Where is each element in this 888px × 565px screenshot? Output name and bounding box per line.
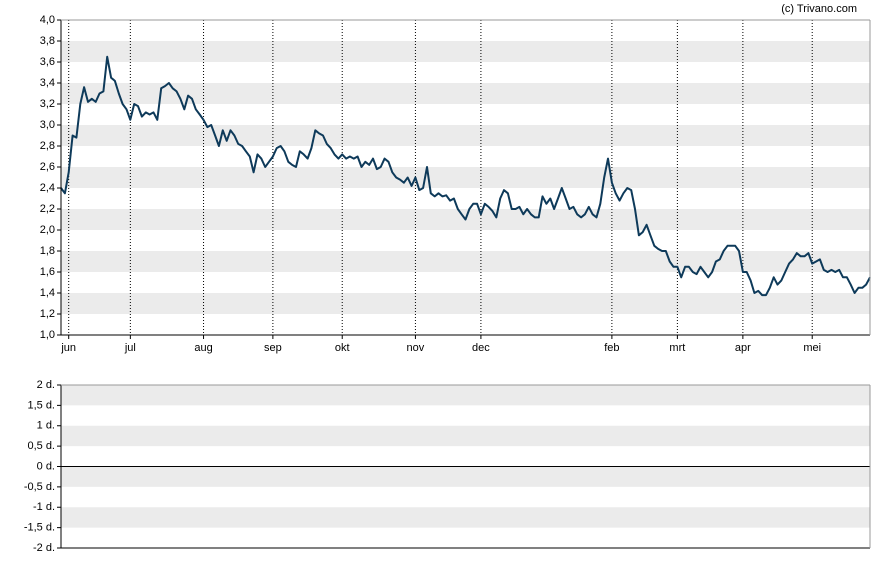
y-tick-label: -2 d. — [33, 542, 55, 554]
y-tick-label: 2,0 — [40, 224, 55, 236]
y-tick-label: 0 d. — [37, 460, 55, 472]
x-tick-label: jun — [60, 342, 76, 354]
y-tick-label: 1,6 — [40, 266, 55, 278]
y-tick-label: 3,4 — [40, 77, 55, 89]
x-tick-label: mei — [803, 342, 821, 354]
grid-band — [61, 83, 870, 104]
x-tick-label: dec — [472, 342, 490, 354]
grid-band — [61, 293, 870, 314]
y-tick-label: 2 d. — [37, 379, 55, 391]
grid-band — [61, 466, 870, 487]
x-tick-label: feb — [604, 342, 619, 354]
price-line — [60, 55, 871, 297]
y-tick-label: 1,4 — [40, 287, 55, 299]
grid-band — [61, 125, 870, 146]
y-tick-label: 4,0 — [40, 14, 55, 26]
grid-band — [61, 385, 870, 406]
y-tick-label: 1,0 — [40, 329, 55, 341]
x-tick-label: aug — [194, 342, 212, 354]
y-tick-label: -0,5 d. — [24, 481, 55, 493]
x-tick-label: jul — [124, 342, 136, 354]
grid-band — [61, 507, 870, 528]
y-tick-label: 3,6 — [40, 56, 55, 68]
x-tick-label: nov — [407, 342, 425, 354]
y-tick-label: 3,8 — [40, 35, 55, 47]
grid-band — [61, 425, 870, 447]
y-tick-label: -1 d. — [33, 501, 55, 513]
y-tick-label: 2,6 — [40, 161, 55, 173]
y-tick-label: 1 d. — [37, 420, 55, 432]
grid-band — [61, 41, 870, 62]
y-tick-label: 2,8 — [40, 140, 55, 152]
y-tick-label: 0,5 d. — [27, 440, 55, 452]
y-tick-label: 1,2 — [40, 308, 55, 320]
grid-band — [61, 167, 870, 188]
grid-band — [61, 251, 870, 272]
x-tick-label: okt — [335, 342, 350, 354]
credit: (c) Trivano.com — [781, 3, 857, 15]
y-tick-label: 3,2 — [40, 98, 55, 110]
y-tick-label: 3,0 — [40, 119, 55, 131]
x-tick-label: apr — [735, 342, 751, 354]
y-tick-label: 2,4 — [40, 182, 55, 194]
x-tick-label: sep — [264, 342, 282, 354]
y-tick-label: 1,5 d. — [27, 399, 55, 411]
y-tick-label: 2,2 — [40, 203, 55, 215]
x-tick-label: mrt — [669, 342, 685, 354]
y-tick-label: 1,8 — [40, 245, 55, 257]
y-tick-label: -1,5 d. — [24, 522, 55, 534]
